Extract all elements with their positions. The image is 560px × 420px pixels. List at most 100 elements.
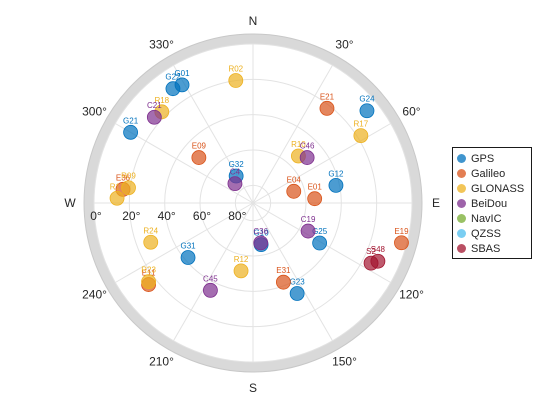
satellite-marker [203,282,218,298]
satellite-marker [363,255,379,271]
legend-label: BeiDou [471,197,508,210]
satellite-marker [300,223,316,239]
satellite-label: R12 [234,255,249,264]
satellite-label: R02 [228,65,243,74]
azimuth-tick-label: 60° [402,105,420,119]
satellite-marker [353,128,369,143]
satellite-label: G24 [359,95,375,104]
legend-item-sbas: SBAS [453,241,531,256]
legend-swatch [457,169,466,178]
satellite-marker [275,274,291,290]
compass-label-north: N [249,14,258,28]
satellite-label: R09 [121,172,136,181]
satellite-label: E36 [116,173,131,182]
satellite-marker [191,150,207,165]
satellite-label: E09 [192,142,207,151]
satellite-label: G22 [165,73,181,82]
legend-item-gps: GPS [453,151,531,166]
satellite-label: G25 [312,227,328,236]
azimuth-tick-label: 300° [82,105,107,119]
azimuth-gridline [252,202,333,341]
satellite-label: R23 [141,266,156,275]
satellite-label: G21 [123,116,139,125]
series-beidou: C21 C46 C4 C36 C19 C45 [146,101,316,298]
legend-item-galileo: Galileo [453,166,531,181]
legend-swatch [457,244,466,253]
satellite-marker [328,177,344,193]
azimuth-tick-label: 30° [335,38,353,52]
elevation-tick-label: 0° [90,209,102,223]
satellite-marker [359,103,375,119]
legend-label: GPS [471,152,495,165]
satellite-label: E19 [394,227,409,236]
satellite-label: R24 [143,226,158,235]
satellite-label: G31 [180,242,196,251]
legend-swatch [457,154,466,163]
azimuth-gridline [173,202,254,341]
satellite-label: G01 [174,69,190,78]
compass-label-south: S [249,381,257,395]
satellite-marker [286,183,302,199]
satellite-marker [312,235,328,251]
legend-label: QZSS [471,227,501,240]
satellite-marker [228,73,244,88]
satellite-marker [227,176,243,192]
azimuth-tick-label: 210° [149,354,174,368]
satellite-marker [109,190,125,206]
satellite-marker [174,77,190,93]
satellite-label: R10 [291,140,306,149]
satellite-marker [307,191,323,207]
satellite-label: C36 [253,227,268,236]
elevation-tick-label: 20° [122,209,140,223]
legend-swatch [457,184,466,193]
azimuth-gridline [115,202,254,283]
satellite-marker [299,150,315,165]
azimuth-tick-label: 240° [82,288,107,302]
satellite-marker [319,100,335,116]
outer-ring [84,34,422,372]
legend-label: NavIC [471,212,502,225]
legend-swatch [457,199,466,208]
satellite-label: R18 [154,96,169,105]
legend-label: Galileo [471,167,506,180]
satellite-label: S48 [371,245,386,254]
azimuth-tick-label: 330° [149,38,174,52]
legend: GPS Galileo GLONASS BeiDou NavIC QZSS SBAS [452,147,532,259]
azimuth-gridline [252,65,333,204]
compass-label-west: W [64,196,76,210]
azimuth-tick-label: 150° [332,354,357,368]
satellite-marker [289,286,305,301]
satellite-label: E01 [308,183,323,192]
compass-label-east: E [432,196,440,210]
satellite-label: E04 [287,175,302,184]
satellite-label: C19 [301,215,316,224]
satellite-label: G12 [328,169,344,178]
elevation-tick-label: 40° [158,209,176,223]
satellite-label: R17 [110,182,125,191]
satellite-label: E21 [320,92,335,101]
satellite-marker [180,250,196,265]
elevation-tick-label: 80° [228,209,246,223]
elevation-tick-label: 60° [193,209,211,223]
satellite-label: C21 [147,101,162,110]
satellite-marker [394,235,409,251]
legend-swatch [457,214,466,223]
satellite-marker [233,263,249,279]
satellite-label: G23 [290,278,306,287]
satellite-marker [146,109,162,125]
satellite-marker [141,274,156,290]
azimuth-gridline [115,123,254,204]
legend-item-qzss: QZSS [453,226,531,241]
legend-item-navic: NavIC [453,211,531,226]
satellite-label: C45 [203,274,218,283]
outer-ring-edge [83,33,423,373]
legend-swatch [457,229,466,238]
satellite-label: C46 [300,142,315,151]
legend-item-glonass: GLONASS [453,181,531,196]
satellite-label: E11 [142,269,156,278]
satellite-label: R17 [354,120,369,129]
legend-label: GLONASS [471,182,525,195]
